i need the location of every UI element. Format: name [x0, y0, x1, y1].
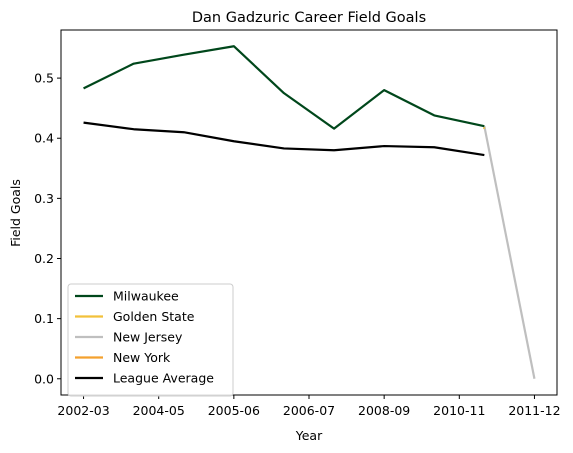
- series-line-league-average: [83, 121, 485, 157]
- y-tick-label: 0.1: [34, 311, 54, 326]
- legend-box: [67, 283, 234, 397]
- legend-label: New York: [113, 350, 171, 365]
- y-tick-label: 0.4: [34, 131, 54, 146]
- y-tick-label: 0.5: [34, 71, 54, 86]
- x-tick-label: 2010-11: [433, 403, 485, 418]
- series-line-new-jersey: [483, 125, 536, 379]
- legend-label: New Jersey: [113, 330, 183, 345]
- x-axis-label: Year: [295, 428, 323, 443]
- chart-title: Dan Gadzuric Career Field Goals: [192, 10, 426, 26]
- legend: Milwaukee Golden State New Jersey New York L…: [67, 283, 234, 397]
- x-tick-label: 2002-03: [57, 403, 109, 418]
- y-tick-label: 0.2: [34, 251, 54, 266]
- x-tick-label: 2006-07: [283, 403, 335, 418]
- legend-label: League Average: [113, 371, 214, 386]
- x-tick-label: 2005-06: [208, 403, 260, 418]
- series-line-golden-state: [482, 126, 486, 130]
- y-axis-label: Field Goals: [8, 179, 23, 247]
- y-tick-label: 0.0: [34, 371, 54, 386]
- x-tick-label: 2008-09: [358, 403, 410, 418]
- y-tick-label: 0.3: [34, 191, 54, 206]
- x-tick-label: 2011-12: [508, 403, 560, 418]
- series-line-milwaukee: [83, 45, 485, 130]
- legend-label: Milwaukee: [113, 289, 179, 304]
- x-tick-label: 2004-05: [133, 403, 185, 418]
- legend-label: Golden State: [113, 309, 195, 324]
